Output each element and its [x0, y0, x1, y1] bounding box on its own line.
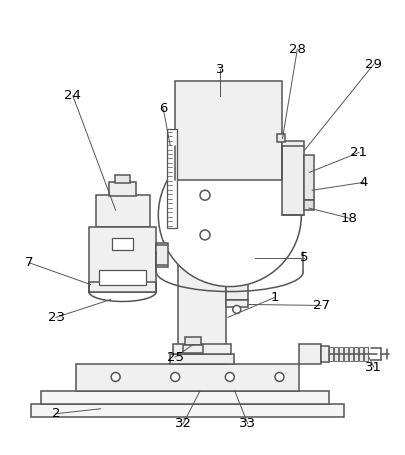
- Text: 5: 5: [300, 251, 309, 264]
- Text: 21: 21: [350, 146, 367, 159]
- Bar: [175, 81, 282, 180]
- Bar: [277, 134, 286, 142]
- Text: 33: 33: [239, 417, 256, 430]
- Bar: [112, 238, 134, 250]
- Bar: [183, 345, 203, 353]
- Text: 31: 31: [365, 360, 382, 374]
- Bar: [31, 404, 344, 417]
- Bar: [96, 195, 150, 227]
- Text: 2: 2: [52, 407, 60, 420]
- Text: 1: 1: [270, 291, 279, 304]
- Circle shape: [200, 190, 210, 200]
- Bar: [334, 347, 338, 361]
- Bar: [339, 347, 343, 361]
- Bar: [115, 175, 130, 183]
- Bar: [226, 280, 248, 299]
- Bar: [354, 347, 358, 361]
- Bar: [185, 337, 201, 345]
- Bar: [226, 299, 248, 308]
- Bar: [156, 243, 168, 267]
- Text: 28: 28: [289, 43, 306, 56]
- Bar: [364, 347, 368, 361]
- Bar: [344, 347, 348, 361]
- Circle shape: [233, 305, 241, 313]
- Bar: [304, 156, 314, 200]
- Text: 23: 23: [47, 311, 64, 324]
- Bar: [99, 270, 146, 285]
- Bar: [173, 344, 231, 354]
- Bar: [304, 200, 314, 210]
- Text: 3: 3: [215, 63, 224, 76]
- Text: 27: 27: [313, 299, 330, 312]
- Bar: [89, 227, 156, 292]
- Text: 32: 32: [175, 417, 192, 430]
- Bar: [167, 129, 177, 228]
- Bar: [349, 347, 353, 361]
- Text: 7: 7: [25, 256, 34, 269]
- Bar: [109, 182, 136, 196]
- Bar: [178, 265, 226, 364]
- Bar: [282, 141, 304, 215]
- Bar: [170, 354, 234, 364]
- Circle shape: [111, 373, 120, 381]
- Text: 29: 29: [365, 58, 382, 71]
- Bar: [359, 347, 363, 361]
- Bar: [41, 391, 329, 404]
- Bar: [329, 347, 333, 361]
- Bar: [299, 344, 321, 364]
- Circle shape: [171, 373, 180, 381]
- Circle shape: [225, 373, 234, 381]
- Text: 25: 25: [167, 351, 184, 364]
- Circle shape: [200, 230, 210, 240]
- Circle shape: [275, 373, 284, 381]
- Circle shape: [158, 144, 301, 287]
- Bar: [89, 282, 156, 292]
- Text: 6: 6: [159, 102, 167, 115]
- Bar: [76, 364, 299, 391]
- Text: 24: 24: [64, 90, 81, 102]
- Text: 18: 18: [341, 212, 358, 225]
- Text: 4: 4: [360, 176, 368, 189]
- Bar: [321, 346, 329, 362]
